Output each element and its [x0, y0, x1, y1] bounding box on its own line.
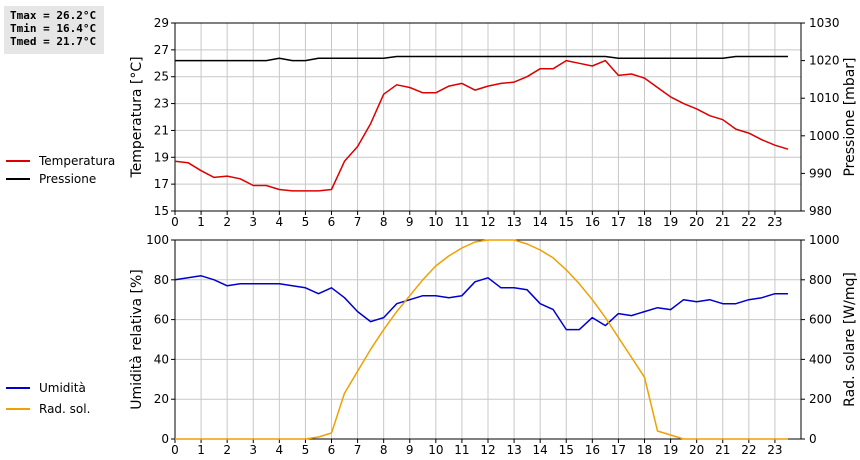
top-x-tick-label: 0 — [171, 215, 179, 229]
top-x-tick-label: 6 — [328, 215, 336, 229]
top-x-tick-label: 18 — [637, 215, 652, 229]
top-x-tick-label: 22 — [741, 215, 756, 229]
bottom-y-right-tick-label: 200 — [809, 392, 832, 406]
bottom-legend-label-1: Rad. sol. — [39, 402, 90, 416]
top-x-tick-label: 17 — [611, 215, 626, 229]
bottom-x-tick-label: 21 — [715, 443, 730, 457]
bottom-x-tick-label: 8 — [380, 443, 388, 457]
bottom-x-tick-label: 19 — [663, 443, 678, 457]
bottom-x-tick-label: 13 — [506, 443, 521, 457]
bottom-x-tick-label: 16 — [585, 443, 600, 457]
top-x-tick-label: 11 — [454, 215, 469, 229]
top-y-right-tick-label: 1010 — [809, 91, 840, 105]
top-y-right-tick-label: 990 — [809, 166, 832, 180]
top-x-tick-label: 16 — [585, 215, 600, 229]
top-x-tick-label: 15 — [559, 215, 574, 229]
top-y-right-tick-label: 1020 — [809, 54, 840, 68]
bottom-series-line-0 — [174, 275, 788, 331]
top-plot-frame — [174, 22, 802, 212]
bottom-y-left-tick-label: 60 — [154, 313, 169, 327]
bottom-x-tick-label: 14 — [533, 443, 548, 457]
bottom-y-left-tick-label: 80 — [154, 273, 169, 287]
bottom-y-right-tick-label: 600 — [809, 313, 832, 327]
top-x-tick-label: 2 — [223, 215, 231, 229]
top-x-tick-label: 13 — [506, 215, 521, 229]
top-y-left-tick-label: 19 — [154, 150, 169, 164]
tmin-text: Tmin = 16.4°C — [10, 22, 97, 35]
top-y-left-tick-label: 17 — [154, 177, 169, 191]
bottom-x-tick-label: 2 — [223, 443, 231, 457]
top-y-left-tick-label: 27 — [154, 43, 169, 57]
top-x-tick-label: 1 — [197, 215, 205, 229]
top-x-tick-label: 5 — [302, 215, 310, 229]
bottom-x-tick-label: 0 — [171, 443, 179, 457]
bottom-x-tick-label: 3 — [249, 443, 257, 457]
top-x-tick-label: 3 — [249, 215, 257, 229]
bottom-x-tick-label: 6 — [328, 443, 336, 457]
top-y-left-tick-label: 21 — [154, 123, 169, 137]
bottom-x-tick-label: 5 — [302, 443, 310, 457]
bottom-y-right-title: Rad. solare [W/mq] — [842, 272, 858, 407]
top-legend-label-0: Temperatura — [38, 154, 115, 168]
top-y-right-tick-label: 1030 — [809, 16, 840, 30]
top-y-right-tick-label: 980 — [809, 204, 832, 218]
bottom-legend-label-0: Umidità — [39, 381, 86, 395]
top-x-tick-label: 21 — [715, 215, 730, 229]
top-series-line-1 — [175, 55, 788, 62]
bottom-y-left-tick-label: 0 — [161, 432, 169, 446]
bottom-x-tick-label: 11 — [454, 443, 469, 457]
stats-box: Tmax = 26.2°C Tmin = 16.4°C Tmed = 21.7°… — [4, 6, 104, 54]
top-x-tick-label: 14 — [533, 215, 548, 229]
top-y-right-title: Pressione [mbar] — [842, 57, 858, 176]
top-x-tick-label: 10 — [428, 215, 443, 229]
bottom-x-tick-label: 4 — [276, 443, 284, 457]
top-legend-label-1: Pressione — [39, 172, 96, 186]
top-x-tick-label: 23 — [767, 215, 782, 229]
tmax-text: Tmax = 26.2°C — [10, 9, 97, 22]
bottom-x-tick-label: 7 — [354, 443, 362, 457]
tmed-text: Tmed = 21.7°C — [10, 35, 97, 48]
bottom-y-right-tick-label: 400 — [809, 352, 832, 366]
top-x-tick-label: 12 — [480, 215, 495, 229]
bottom-series-line-1 — [175, 239, 788, 440]
bottom-x-tick-label: 9 — [406, 443, 414, 457]
top-x-tick-label: 19 — [663, 215, 678, 229]
top-series-line-0 — [174, 59, 789, 192]
bottom-y-left-tick-label: 100 — [146, 233, 169, 247]
top-x-tick-label: 20 — [689, 215, 704, 229]
top-x-tick-label: 4 — [276, 215, 284, 229]
top-y-left-tick-label: 15 — [154, 204, 169, 218]
bottom-x-tick-label: 10 — [428, 443, 443, 457]
bottom-x-tick-label: 12 — [480, 443, 495, 457]
bottom-y-right-tick-label: 0 — [809, 432, 817, 446]
top-y-right-tick-label: 1000 — [809, 129, 840, 143]
bottom-x-tick-label: 18 — [637, 443, 652, 457]
top-y-left-tick-label: 29 — [154, 16, 169, 30]
bottom-x-tick-label: 20 — [689, 443, 704, 457]
top-y-left-title: Temperatura [°C] — [129, 56, 145, 178]
top-x-tick-label: 8 — [380, 215, 388, 229]
top-x-tick-label: 9 — [406, 215, 414, 229]
bottom-y-left-tick-label: 20 — [154, 392, 169, 406]
bottom-x-tick-label: 17 — [611, 443, 626, 457]
bottom-y-right-tick-label: 1000 — [809, 233, 840, 247]
top-y-left-tick-label: 23 — [154, 97, 169, 111]
top-y-left-tick-label: 25 — [154, 70, 169, 84]
bottom-y-left-tick-label: 40 — [154, 352, 169, 366]
bottom-x-tick-label: 15 — [559, 443, 574, 457]
bottom-x-tick-label: 23 — [767, 443, 782, 457]
top-x-tick-label: 7 — [354, 215, 362, 229]
bottom-y-left-title: Umidità relativa [%] — [129, 269, 145, 410]
bottom-y-right-tick-label: 800 — [809, 273, 832, 287]
bottom-x-tick-label: 1 — [197, 443, 205, 457]
bottom-x-tick-label: 22 — [741, 443, 756, 457]
